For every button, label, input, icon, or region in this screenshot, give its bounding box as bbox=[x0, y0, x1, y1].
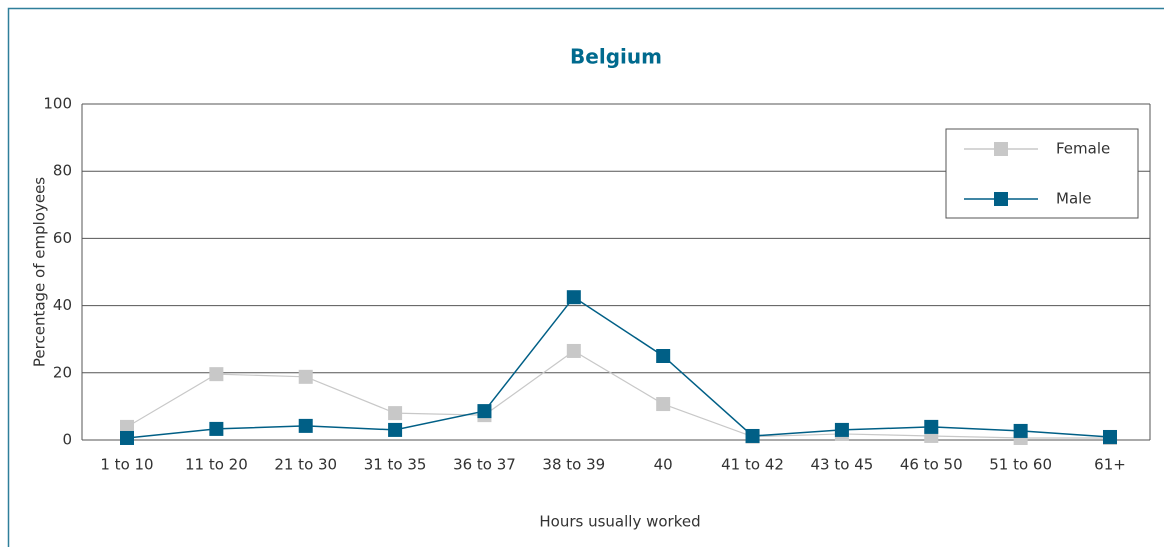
chart-title: Belgium bbox=[570, 45, 662, 69]
x-tick-label: 41 to 42 bbox=[721, 456, 784, 474]
legend-marker bbox=[994, 142, 1008, 156]
marker bbox=[834, 422, 849, 437]
x-tick-label: 38 to 39 bbox=[542, 456, 605, 474]
marker bbox=[656, 349, 671, 363]
legend-label: Male bbox=[1056, 190, 1092, 208]
x-tick-label: 11 to 20 bbox=[185, 456, 248, 474]
marker bbox=[120, 419, 134, 434]
y-tick-label: 100 bbox=[43, 95, 72, 113]
legend-marker bbox=[994, 192, 1008, 206]
marker bbox=[209, 367, 224, 382]
y-tick-label: 80 bbox=[53, 162, 72, 180]
x-tick-label: 61+ bbox=[1094, 456, 1126, 474]
x-axis-label: Hours usually worked bbox=[539, 513, 700, 531]
y-tick-label: 0 bbox=[62, 431, 72, 449]
marker bbox=[1013, 423, 1028, 438]
marker bbox=[388, 406, 403, 421]
y-tick-label: 60 bbox=[53, 229, 72, 247]
marker bbox=[298, 418, 313, 433]
series-line bbox=[126, 296, 1111, 439]
y-axis-label: Percentage of employees bbox=[31, 177, 49, 367]
x-tick-label: 40 bbox=[654, 456, 673, 474]
x-tick-label: 51 to 60 bbox=[989, 456, 1052, 474]
legend-label: Female bbox=[1056, 140, 1110, 158]
x-tick-label: 46 to 50 bbox=[900, 456, 963, 474]
x-tick-label: 43 to 45 bbox=[811, 456, 874, 474]
x-tick-label: 1 to 10 bbox=[100, 456, 153, 474]
frame bbox=[7, 7, 1164, 547]
marker bbox=[1103, 429, 1117, 444]
marker bbox=[924, 419, 939, 434]
x-tick-label: 31 to 35 bbox=[364, 456, 427, 474]
marker bbox=[388, 422, 403, 437]
y-tick-label: 40 bbox=[53, 296, 72, 314]
y-tick-label: 20 bbox=[53, 363, 72, 381]
marker bbox=[298, 369, 313, 384]
marker bbox=[477, 404, 492, 419]
x-tick-label: 21 to 30 bbox=[274, 456, 337, 474]
x-tick-label: 36 to 37 bbox=[453, 456, 516, 474]
marker bbox=[209, 421, 224, 436]
marker bbox=[566, 290, 581, 305]
marker bbox=[566, 343, 581, 358]
marker bbox=[745, 428, 760, 443]
series-line bbox=[126, 350, 1110, 439]
legend-box bbox=[945, 128, 1139, 219]
marker bbox=[120, 430, 134, 445]
marker bbox=[656, 397, 671, 412]
